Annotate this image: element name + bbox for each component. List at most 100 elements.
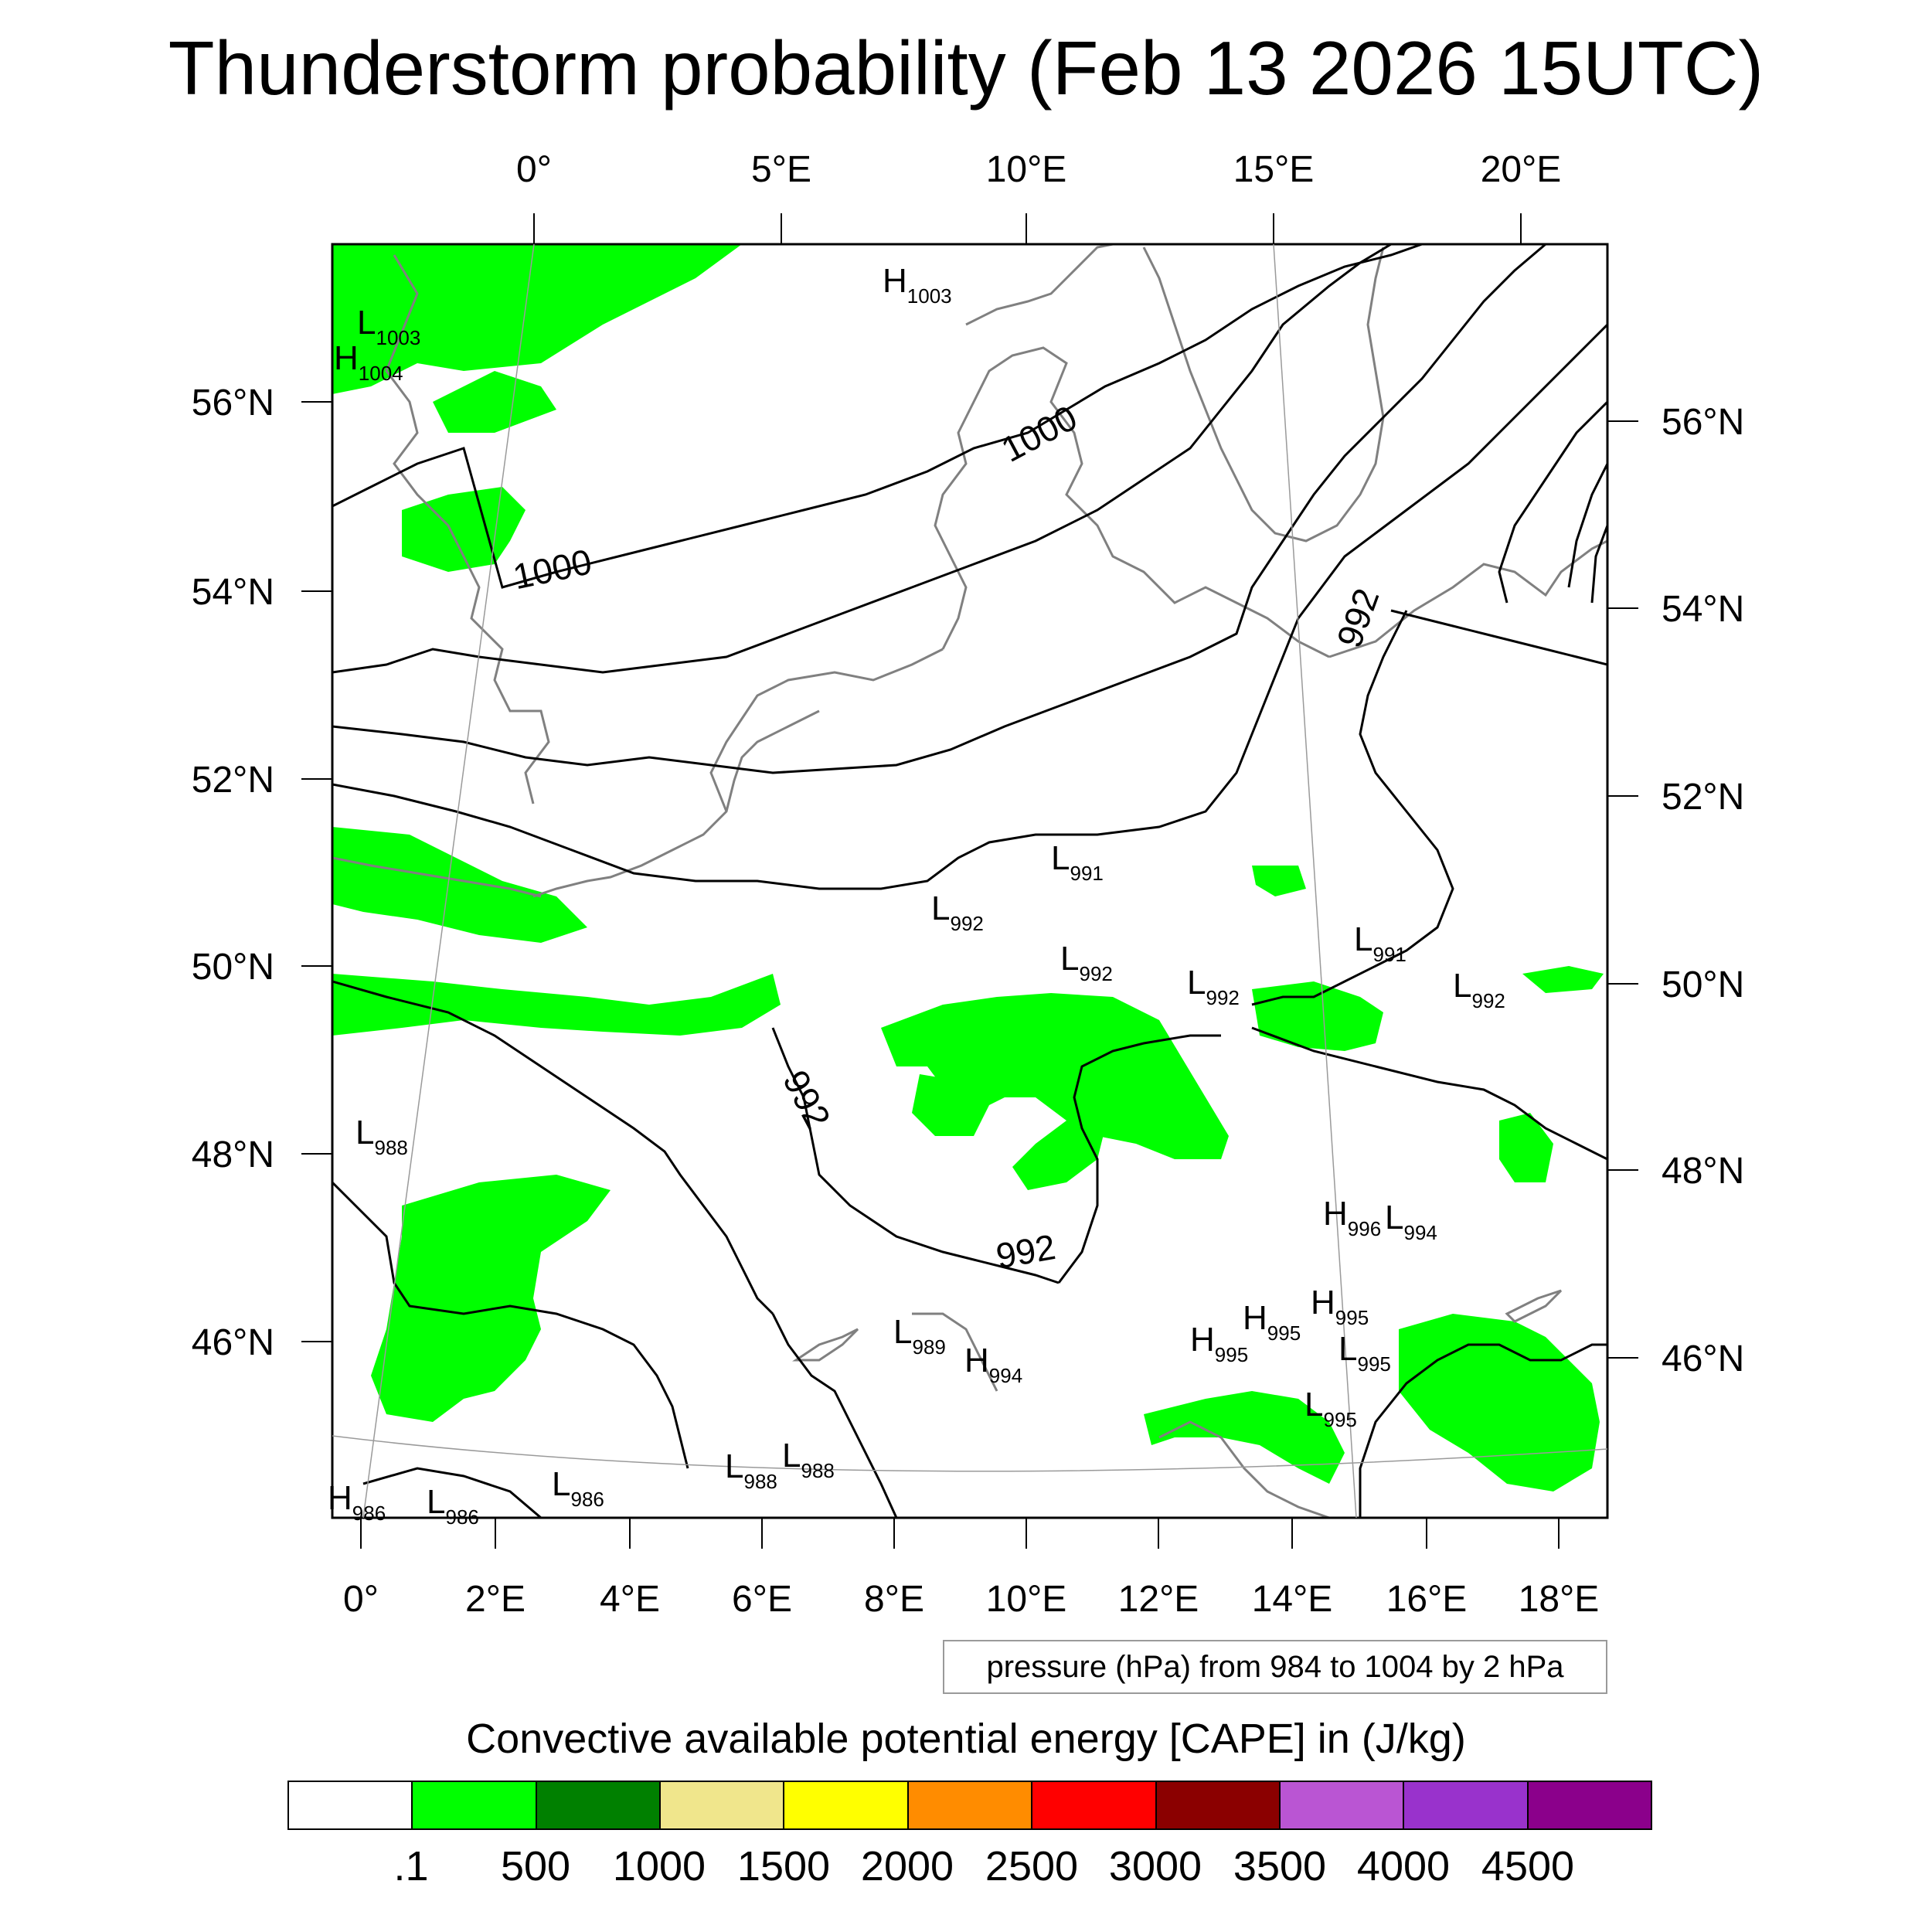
colorbar-label: 2000 bbox=[860, 1843, 954, 1889]
graticule-ticks bbox=[301, 213, 1638, 1549]
bottom-lon-label: 2°E bbox=[465, 1579, 526, 1620]
coastline-germany-north bbox=[934, 346, 1330, 658]
cape-area-czech bbox=[1252, 981, 1383, 1051]
colorbar-swatch bbox=[1404, 1782, 1529, 1828]
pressure-center-label: L988 bbox=[782, 1437, 835, 1482]
pressure-center-label: H995 bbox=[1190, 1321, 1248, 1366]
cape-area-england-east bbox=[402, 487, 526, 572]
colorbar-swatch bbox=[784, 1782, 909, 1828]
coastline-england-south bbox=[332, 856, 542, 898]
top-lon-label: 5°E bbox=[751, 149, 811, 190]
colorbar-swatch bbox=[289, 1782, 413, 1828]
coastline-england-east bbox=[385, 254, 550, 804]
graticule-lines bbox=[332, 244, 1607, 1518]
colorbar-swatch bbox=[661, 1782, 785, 1828]
colorbar-swatch bbox=[908, 1782, 1033, 1828]
pressure-center-label: L992 bbox=[1453, 967, 1505, 1012]
left-lat-label: 52°N bbox=[192, 760, 274, 801]
colorbar-swatch bbox=[536, 1782, 662, 1828]
pressure-center-label: L995 bbox=[1304, 1386, 1357, 1431]
left-lat-label: 46°N bbox=[192, 1322, 274, 1363]
contour-1000-north bbox=[332, 244, 1423, 589]
cape-area-austria-north bbox=[912, 1074, 989, 1136]
pressure-center-label: L989 bbox=[893, 1313, 946, 1359]
pressure-center-label: L995 bbox=[1338, 1330, 1391, 1376]
bottom-lon-label: 8°E bbox=[864, 1579, 924, 1620]
contour-label: 1000 bbox=[995, 397, 1083, 470]
pressure-center-label: H986 bbox=[328, 1479, 386, 1525]
coastline-adriatic bbox=[1158, 1420, 1330, 1518]
colorbar-label: 2500 bbox=[985, 1843, 1079, 1889]
colorbar-label: 4500 bbox=[1481, 1843, 1575, 1889]
colorbar-label: 1000 bbox=[612, 1843, 706, 1889]
contour-info-box: pressure (hPa) from 984 to 1004 by 2 hPa bbox=[943, 1640, 1607, 1694]
contour-label: 992 bbox=[993, 1226, 1059, 1277]
coastline-netherlands bbox=[709, 648, 944, 812]
lake-balaton bbox=[1505, 1289, 1563, 1323]
left-lat-label: 54°N bbox=[192, 572, 274, 613]
colorbar bbox=[287, 1781, 1652, 1830]
right-lat-label: 54°N bbox=[1662, 589, 1744, 630]
bottom-lon-label: 14°E bbox=[1252, 1579, 1333, 1620]
contour-south-west bbox=[362, 1467, 542, 1518]
contour-hungary bbox=[1359, 1343, 1607, 1518]
contour-east-ring-3 bbox=[1590, 525, 1607, 604]
cape-area-bavaria bbox=[1012, 1121, 1105, 1190]
right-lat-label: 56°N bbox=[1662, 402, 1744, 443]
contour-990-west bbox=[332, 980, 774, 1315]
coastline-sweden bbox=[1142, 247, 1385, 543]
contour-east-lows bbox=[1251, 1026, 1607, 1161]
pressure-centers: H1003 L1003 H1004 L991 L992 L992 L992 L9… bbox=[328, 262, 1505, 1529]
colorbar-swatch bbox=[1528, 1782, 1651, 1828]
cape-area-slovenia bbox=[1144, 1391, 1345, 1484]
bottom-lon-label: 18°E bbox=[1519, 1579, 1600, 1620]
top-lon-label: 0° bbox=[516, 149, 552, 190]
colorbar-label: 3500 bbox=[1233, 1843, 1327, 1889]
contour-998 bbox=[332, 244, 1392, 674]
cape-area-channel bbox=[332, 827, 587, 943]
bottom-lon-label: 12°E bbox=[1118, 1579, 1199, 1620]
contour-996 bbox=[332, 244, 1546, 774]
colorbar-swatch bbox=[1156, 1782, 1281, 1828]
lake-geneva bbox=[792, 1328, 859, 1362]
pressure-center-label: L1003 bbox=[357, 304, 420, 349]
pressure-center-label: L986 bbox=[552, 1465, 604, 1511]
colorbar-label: 4000 bbox=[1356, 1843, 1451, 1889]
pressure-center-label: H996 bbox=[1323, 1195, 1381, 1240]
colorbar-swatch bbox=[413, 1782, 537, 1828]
contour-label: 992 bbox=[1328, 583, 1386, 653]
cape-area-hungary bbox=[1399, 1314, 1600, 1492]
contour-east-ring-2 bbox=[1567, 463, 1607, 588]
bottom-lon-label: 10°E bbox=[986, 1579, 1067, 1620]
right-lat-label: 48°N bbox=[1662, 1151, 1744, 1192]
contour-994 bbox=[332, 323, 1607, 890]
colorbar-swatch bbox=[1280, 1782, 1405, 1828]
pressure-center-label: L988 bbox=[355, 1114, 408, 1159]
colorbar-title: Convective available potential energy [C… bbox=[466, 1716, 1466, 1762]
cape-area-france-west bbox=[371, 1175, 611, 1422]
pressure-center-label: H995 bbox=[1243, 1299, 1301, 1345]
left-lat-label: 50°N bbox=[192, 947, 274, 988]
colorbar-label: .1 bbox=[393, 1843, 429, 1889]
top-lon-label: 10°E bbox=[986, 149, 1067, 190]
cape-area-germany-south bbox=[881, 993, 1229, 1159]
colorbar-swatch bbox=[1032, 1782, 1157, 1828]
bottom-lon-label: 16°E bbox=[1386, 1579, 1468, 1620]
cape-area-east bbox=[1522, 966, 1604, 993]
colorbar-label: 3000 bbox=[1108, 1843, 1202, 1889]
right-lat-label: 46°N bbox=[1662, 1338, 1744, 1379]
pressure-center-label: L992 bbox=[1187, 964, 1240, 1009]
pressure-center-label: L992 bbox=[1060, 940, 1113, 985]
coastline-baltic bbox=[1328, 539, 1607, 658]
map-frame bbox=[331, 243, 1609, 1519]
pressure-center-label: L994 bbox=[1385, 1199, 1437, 1244]
coastline-france-north bbox=[532, 709, 820, 898]
contour-east-990 bbox=[1390, 609, 1607, 666]
top-lon-label: 20°E bbox=[1481, 149, 1562, 190]
pressure-center-label: L986 bbox=[427, 1483, 479, 1529]
right-lat-label: 50°N bbox=[1662, 964, 1744, 1005]
contour-988-west bbox=[332, 1181, 689, 1469]
cape-area-north2 bbox=[433, 371, 556, 433]
coastlines bbox=[332, 244, 1607, 1518]
